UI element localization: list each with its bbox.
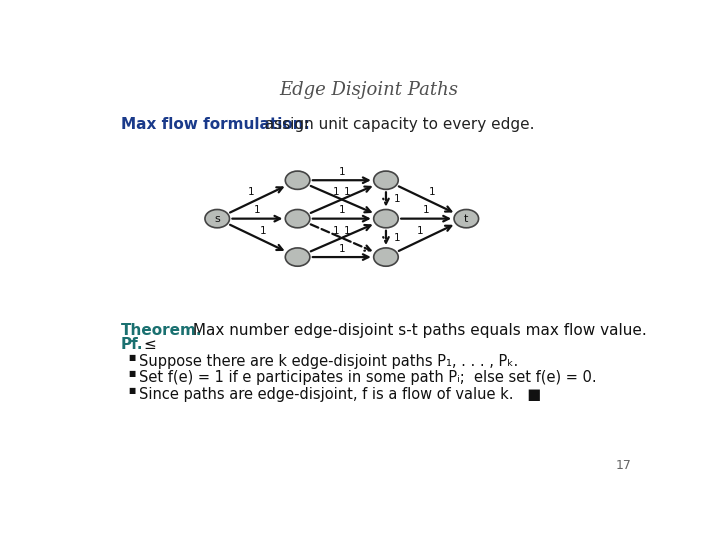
Circle shape (205, 210, 230, 228)
Text: 1: 1 (344, 187, 351, 197)
Text: 1: 1 (254, 205, 261, 215)
Text: 1: 1 (394, 233, 400, 243)
Text: Theorem.: Theorem. (121, 322, 202, 338)
Text: 1: 1 (338, 205, 345, 215)
Circle shape (454, 210, 479, 228)
Text: assign unit capacity to every edge.: assign unit capacity to every edge. (255, 117, 534, 132)
Text: 1: 1 (338, 244, 345, 254)
Text: Since paths are edge-disjoint, f is a flow of value k.   ■: Since paths are edge-disjoint, f is a fl… (139, 387, 541, 402)
Text: ≤: ≤ (143, 337, 156, 352)
Text: 17: 17 (616, 460, 631, 472)
Text: Max flow formulation:: Max flow formulation: (121, 117, 310, 132)
Circle shape (285, 210, 310, 228)
Text: Suppose there are k edge-disjoint paths P₁, . . . , Pₖ.: Suppose there are k edge-disjoint paths … (139, 354, 518, 369)
Text: Pf.: Pf. (121, 337, 143, 352)
Text: 1: 1 (429, 187, 436, 198)
Text: 1: 1 (344, 226, 351, 235)
Text: 1: 1 (423, 205, 429, 215)
Text: 1: 1 (338, 167, 345, 177)
Text: ■: ■ (128, 386, 135, 395)
Text: s: s (215, 214, 220, 224)
Circle shape (285, 171, 310, 190)
Text: 1: 1 (333, 226, 339, 235)
Text: 1: 1 (248, 187, 255, 198)
Text: Max number edge-disjoint s-t paths equals max flow value.: Max number edge-disjoint s-t paths equal… (188, 322, 647, 338)
Text: 1: 1 (260, 226, 266, 236)
Circle shape (374, 171, 398, 190)
Text: ■: ■ (128, 353, 135, 362)
Text: 1: 1 (333, 187, 339, 197)
Text: 1: 1 (394, 194, 400, 205)
Text: 1: 1 (417, 226, 423, 236)
Text: Set f(e) = 1 if e participates in some path Pᵢ;  else set f(e) = 0.: Set f(e) = 1 if e participates in some p… (139, 370, 597, 386)
Text: t: t (464, 214, 469, 224)
Circle shape (285, 248, 310, 266)
Circle shape (374, 210, 398, 228)
Circle shape (374, 248, 398, 266)
Text: Edge Disjoint Paths: Edge Disjoint Paths (279, 82, 459, 99)
Text: ■: ■ (128, 369, 135, 378)
